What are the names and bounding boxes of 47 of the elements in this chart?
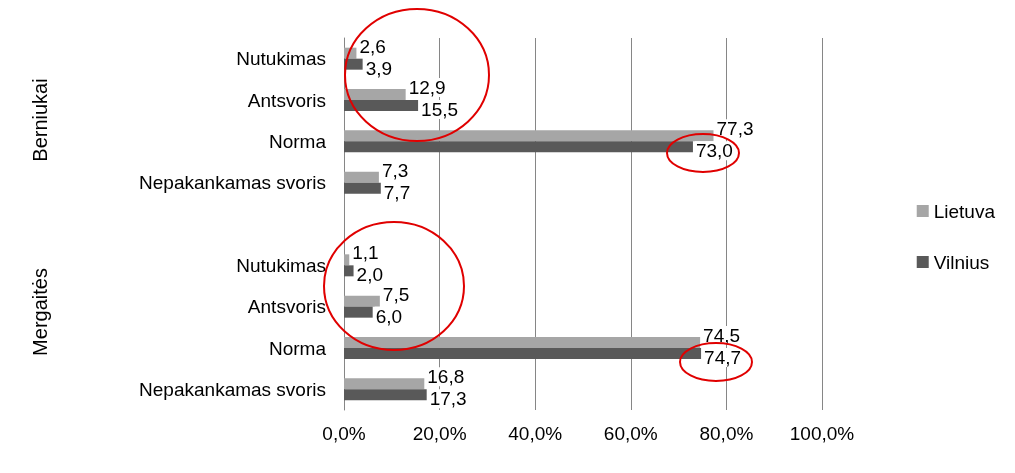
bar — [344, 378, 425, 390]
data-label: 77,3 — [716, 118, 754, 140]
y-tick-label: Norma — [268, 337, 327, 359]
bar — [344, 306, 373, 318]
legend-label: Vilnius — [933, 251, 990, 273]
data-label: 7,7 — [383, 181, 411, 203]
bar — [344, 295, 380, 307]
y-tick-label: Norma — [268, 130, 327, 152]
y-tick-label: Antsvoris — [247, 296, 326, 318]
x-tick-label: 40,0% — [508, 423, 563, 444]
bar — [344, 348, 702, 359]
data-label: 73,0 — [695, 140, 733, 162]
y-tick-label: Nepakankamas svoris — [139, 378, 326, 400]
data-label: 74,5 — [703, 325, 741, 346]
data-label: 1,1 — [352, 242, 379, 264]
x-tick-label: 100,0% — [789, 423, 855, 444]
data-label: 7,3 — [381, 159, 409, 181]
y-tick-label: Nutukimas — [236, 48, 326, 70]
bar — [344, 171, 379, 183]
data-label: 7,5 — [382, 283, 410, 305]
y-tick-label: Nutukimas — [236, 254, 326, 276]
x-tick-label: 20,0% — [412, 423, 467, 444]
bar — [344, 89, 406, 100]
bar — [344, 100, 419, 111]
x-tick-label: 80,0% — [699, 423, 754, 444]
data-label: 16,8 — [427, 366, 465, 388]
bar — [344, 130, 714, 142]
text: Berniukai — [29, 78, 51, 162]
data-label: 2,6 — [359, 35, 386, 57]
data-label: 74,7 — [704, 347, 742, 368]
bar — [344, 389, 427, 401]
data-label: 15,5 — [421, 99, 459, 120]
x-tick-label: 0,0% — [322, 423, 366, 444]
x-tick-label: 60,0% — [603, 423, 658, 444]
text: Mergaitės — [29, 268, 51, 356]
bar — [344, 254, 350, 266]
data-label: 17,3 — [429, 388, 467, 410]
bar — [344, 182, 381, 194]
data-label: 2,0 — [356, 264, 383, 286]
legend-label: Lietuva — [933, 200, 996, 222]
data-label: 6,0 — [375, 305, 403, 327]
bar — [344, 337, 701, 348]
data-label: 3,9 — [365, 57, 393, 79]
y-tick-label: Nepakankamas svoris — [139, 172, 326, 194]
bar — [344, 265, 354, 277]
y-tick-label: Antsvoris — [247, 89, 326, 111]
data-label: 12,9 — [408, 77, 446, 98]
